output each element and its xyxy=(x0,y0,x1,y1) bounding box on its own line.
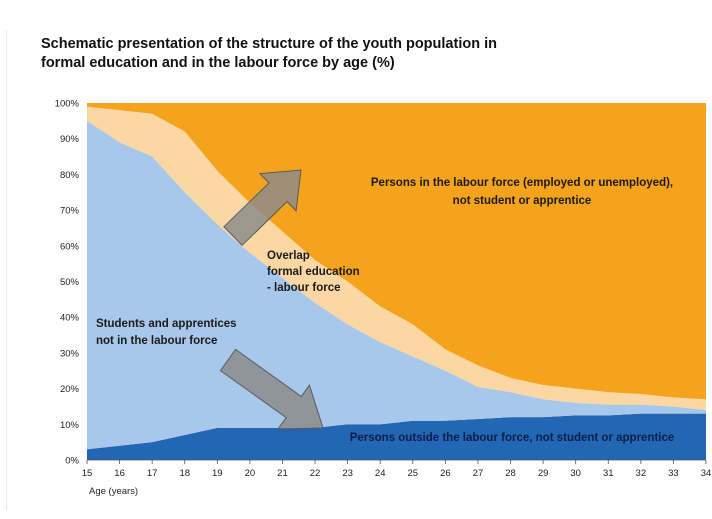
x-tick-label: 32 xyxy=(636,468,647,479)
x-tick-label: 23 xyxy=(342,468,353,479)
annotation-students-line-2: not in the labour force xyxy=(96,335,217,347)
y-tick-label: 10% xyxy=(60,420,80,431)
x-tick-label: 26 xyxy=(440,468,451,479)
arrow-toward-outside-labour-force xyxy=(219,348,324,430)
page-left-rule xyxy=(6,30,7,510)
x-tick-label: 15 xyxy=(82,468,93,479)
x-tick-label: 24 xyxy=(375,468,386,479)
annotation-outside-line-1: Persons outside the labour force, not st… xyxy=(350,432,675,444)
x-axis-label: Age (years) xyxy=(89,486,138,497)
x-tick-label: 22 xyxy=(310,468,321,479)
y-tick-label: 100% xyxy=(55,99,80,110)
annotation-labels: Persons in the labour force (employed or… xyxy=(96,177,674,444)
annotation-arrows xyxy=(219,169,324,430)
arrow-toward-labour-force xyxy=(223,169,302,247)
y-tick-label: 30% xyxy=(60,348,80,359)
y-tick-label: 90% xyxy=(60,134,80,145)
y-tick-label: 80% xyxy=(60,170,80,181)
chart-title: Schematic presentation of the structure … xyxy=(41,35,681,73)
area-series-overlap-formal-education-labour-force xyxy=(87,106,706,411)
axes: 0% 10% 20% 30% 40% 50% 60% 70% 80% 90% 100% 15 16 17 1… xyxy=(55,99,712,498)
x-tick-label: 16 xyxy=(114,468,125,479)
annotation-overlap-line-2: formal education xyxy=(267,266,360,278)
chart-title-line-2: formal education and in the labour force… xyxy=(41,55,395,71)
annotation-overlap-line-1: Overlap xyxy=(267,250,310,262)
x-tick-label: 20 xyxy=(245,468,256,479)
x-tick-label: 29 xyxy=(538,468,549,479)
area-series-persons-in-the-labour-force-employed-or- xyxy=(87,103,706,400)
annotation-students-line-1: Students and apprentices xyxy=(96,318,237,330)
annotation-overlap-line-3: - labour force xyxy=(267,282,340,294)
annotation-labour-line-2: not student or apprentice xyxy=(453,195,592,207)
y-tick-label: 40% xyxy=(60,313,80,324)
x-tick-label: 27 xyxy=(473,468,484,479)
x-tick-label: 19 xyxy=(212,468,223,479)
y-tick-label: 60% xyxy=(60,241,80,252)
y-tick-label: 20% xyxy=(60,384,80,395)
y-tick-label: 50% xyxy=(60,277,80,288)
y-tick-label: 0% xyxy=(65,456,79,467)
annotation-labour-line-1: Persons in the labour force (employed or… xyxy=(371,177,673,189)
chart-title-line-1: Schematic presentation of the structure … xyxy=(41,36,497,52)
x-tick-label: 33 xyxy=(668,468,679,479)
area-layers xyxy=(87,103,706,460)
x-tick-label: 17 xyxy=(147,468,158,479)
x-tick-label: 31 xyxy=(603,468,614,479)
area-series-persons-outside-the-labour-force-not-stu xyxy=(87,413,706,460)
y-tick-label: 70% xyxy=(60,206,80,217)
x-tick-label: 30 xyxy=(570,468,581,479)
x-tick-label: 21 xyxy=(277,468,288,479)
x-tick-label: 28 xyxy=(505,468,516,479)
x-tick-label: 34 xyxy=(701,468,712,479)
x-tick-label: 18 xyxy=(179,468,190,479)
x-tick-label: 25 xyxy=(408,468,419,479)
